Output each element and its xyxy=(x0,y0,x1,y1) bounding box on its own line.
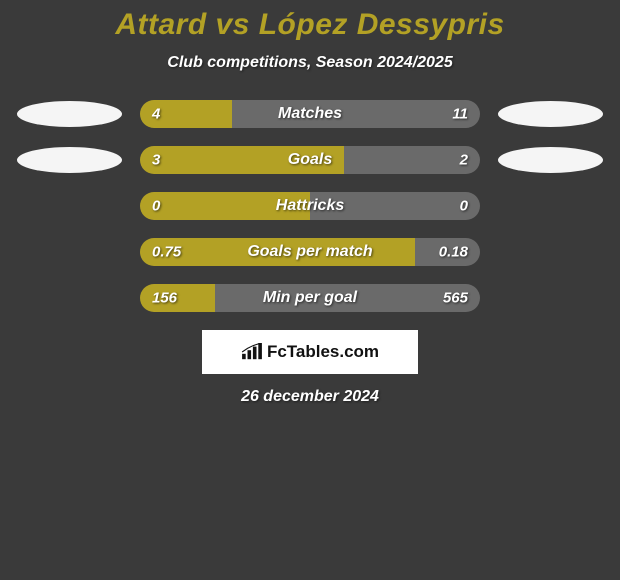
stat-value-left: 4 xyxy=(152,106,160,123)
stat-row: 0.75 Goals per match 0.18 xyxy=(0,238,620,266)
page-title: Attard vs López Dessypris xyxy=(0,8,620,42)
stat-value-right: 11 xyxy=(452,106,468,123)
logo-text: FcTables.com xyxy=(267,342,379,362)
player-right-indicator xyxy=(498,101,603,127)
stat-bar: 156 Min per goal 565 xyxy=(140,284,480,312)
stat-bar: 3 Goals 2 xyxy=(140,146,480,174)
stat-row: 3 Goals 2 xyxy=(0,146,620,174)
stat-bar: 4 Matches 11 xyxy=(140,100,480,128)
stat-label: Goals xyxy=(288,151,332,169)
stat-value-left: 3 xyxy=(152,152,160,169)
stat-value-left: 0 xyxy=(152,198,160,215)
bar-fill-right xyxy=(232,100,480,128)
stat-value-right: 2 xyxy=(460,152,468,169)
stat-label: Matches xyxy=(278,105,342,123)
stat-value-right: 0 xyxy=(460,198,468,215)
logo-box: FcTables.com xyxy=(202,330,418,374)
stat-row: 4 Matches 11 xyxy=(0,100,620,128)
stat-value-left: 0.75 xyxy=(152,244,181,261)
stat-bar: 0.75 Goals per match 0.18 xyxy=(140,238,480,266)
stat-label: Min per goal xyxy=(263,289,357,307)
stat-label: Goals per match xyxy=(247,243,372,261)
player-right-indicator xyxy=(498,147,603,173)
stat-value-right: 565 xyxy=(443,290,468,307)
player-left-indicator xyxy=(17,101,122,127)
date-text: 26 december 2024 xyxy=(0,388,620,406)
player-left-indicator xyxy=(17,147,122,173)
comparison-infographic: Attard vs López Dessypris Club competiti… xyxy=(0,0,620,406)
stat-row: 156 Min per goal 565 xyxy=(0,284,620,312)
stat-row: 0 Hattricks 0 xyxy=(0,192,620,220)
stat-bar: 0 Hattricks 0 xyxy=(140,192,480,220)
stats-rows: 4 Matches 11 3 Goals 2 0 Hattricks 0 0.75 Goals pe… xyxy=(0,100,620,312)
bar-chart-icon xyxy=(241,343,263,361)
stat-value-left: 156 xyxy=(152,290,177,307)
stat-value-right: 0.18 xyxy=(439,244,468,261)
subtitle: Club competitions, Season 2024/2025 xyxy=(0,54,620,72)
stat-label: Hattricks xyxy=(276,197,344,215)
